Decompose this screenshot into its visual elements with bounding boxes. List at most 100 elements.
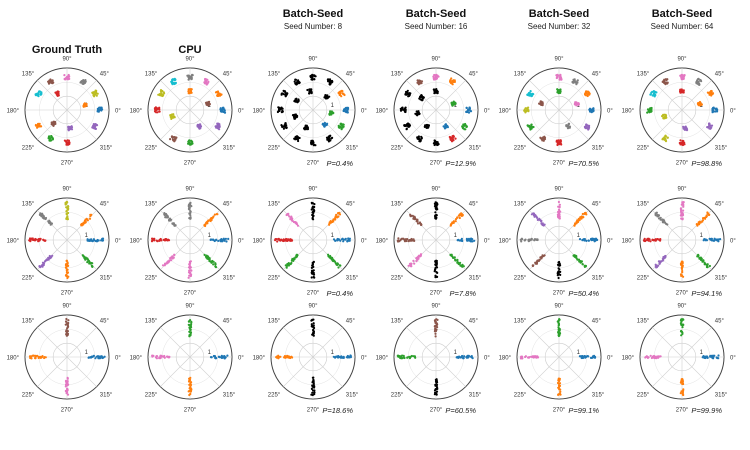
scatter-point bbox=[459, 239, 463, 242]
scatter-point bbox=[536, 218, 539, 221]
scatter-point bbox=[652, 94, 655, 97]
angle-tick-label: 315° bbox=[469, 392, 482, 398]
scatter-point bbox=[698, 83, 701, 86]
polar-spoke bbox=[189, 80, 220, 111]
scatter-point bbox=[684, 127, 687, 131]
scatter-point bbox=[171, 255, 174, 258]
polar-spoke bbox=[558, 327, 589, 358]
scatter-point bbox=[679, 91, 682, 94]
scatter-point bbox=[173, 223, 176, 226]
angle-tick-label: 45° bbox=[100, 319, 110, 325]
scatter-point bbox=[331, 256, 334, 259]
scatter-point bbox=[702, 355, 705, 358]
scatter-point bbox=[405, 239, 408, 243]
scatter-point bbox=[170, 135, 174, 138]
scatter-point bbox=[66, 324, 69, 327]
angle-tick-label: 225° bbox=[391, 275, 404, 281]
scatter-point bbox=[558, 388, 561, 391]
scatter-point bbox=[680, 267, 684, 271]
scatter-point bbox=[473, 239, 476, 242]
column-title-batch-seed-32: Batch-Seed bbox=[528, 8, 590, 20]
polar-spoke bbox=[66, 327, 97, 358]
scatter-point bbox=[664, 114, 668, 117]
scatter-point bbox=[44, 216, 48, 220]
scatter-point bbox=[52, 121, 55, 124]
scatter-point bbox=[40, 264, 43, 268]
scatter-point bbox=[660, 260, 663, 263]
angle-tick-label: 225° bbox=[268, 275, 281, 281]
scatter-point bbox=[654, 356, 657, 359]
angle-tick-label: 315° bbox=[715, 392, 728, 398]
polar-spoke bbox=[283, 327, 314, 358]
scatter-point bbox=[160, 239, 163, 242]
scatter-point bbox=[67, 139, 70, 142]
scatter-point bbox=[434, 206, 437, 209]
scatter-point bbox=[666, 223, 669, 226]
scatter-point bbox=[530, 123, 533, 126]
scatter-point bbox=[66, 376, 69, 379]
scatter-point bbox=[70, 128, 74, 131]
scatter-point bbox=[95, 240, 98, 243]
scatter-point bbox=[659, 216, 662, 219]
scatter-point bbox=[66, 391, 69, 394]
scatter-point bbox=[559, 393, 562, 396]
scatter-point bbox=[34, 123, 38, 127]
scatter-point bbox=[189, 77, 192, 80]
scatter-point bbox=[458, 213, 461, 216]
scatter-point bbox=[448, 135, 451, 139]
scatter-point bbox=[327, 80, 330, 83]
scatter-point bbox=[557, 141, 561, 144]
scatter-point bbox=[412, 355, 415, 358]
polar-spoke bbox=[652, 109, 683, 140]
angle-tick-label: 90° bbox=[308, 187, 318, 193]
scatter-point bbox=[463, 355, 466, 358]
scatter-point bbox=[650, 356, 654, 360]
scatter-point bbox=[434, 329, 437, 332]
scatter-point bbox=[679, 330, 683, 333]
scatter-point bbox=[85, 217, 88, 220]
scatter-point bbox=[95, 355, 98, 358]
scatter-point bbox=[587, 355, 590, 358]
scatter-point bbox=[583, 355, 586, 358]
scatter-point bbox=[454, 259, 457, 262]
scatter-point bbox=[328, 256, 331, 259]
scatter-point bbox=[326, 138, 329, 141]
angle-tick-label: 90° bbox=[677, 187, 687, 193]
scatter-point bbox=[223, 108, 226, 111]
scatter-point bbox=[646, 111, 649, 114]
scatter-point bbox=[435, 378, 438, 381]
angle-tick-label: 135° bbox=[268, 72, 281, 78]
scatter-point bbox=[417, 136, 420, 139]
scatter-point bbox=[92, 123, 95, 126]
scatter-point bbox=[311, 139, 314, 142]
scatter-point bbox=[419, 140, 422, 143]
scatter-point bbox=[541, 254, 544, 257]
scatter-point bbox=[698, 100, 702, 104]
scatter-point bbox=[579, 355, 582, 358]
scatter-point bbox=[559, 270, 562, 273]
scatter-point bbox=[63, 74, 66, 77]
radial-tick-label: 1 bbox=[208, 103, 212, 109]
polar-spoke bbox=[160, 327, 191, 358]
angle-tick-label: 180° bbox=[499, 109, 512, 115]
scatter-point bbox=[665, 79, 668, 82]
scatter-point bbox=[682, 205, 685, 208]
scatter-point bbox=[346, 111, 349, 114]
scatter-point bbox=[216, 213, 219, 216]
scatter-point bbox=[281, 92, 284, 95]
scatter-point bbox=[555, 74, 558, 77]
scatter-point bbox=[524, 109, 527, 112]
radial-tick-label: 1 bbox=[577, 350, 581, 356]
angle-tick-label: 45° bbox=[100, 202, 110, 208]
radial-tick-label: 1 bbox=[85, 233, 89, 239]
scatter-point bbox=[41, 214, 44, 217]
angle-tick-label: 180° bbox=[253, 356, 266, 362]
scatter-point bbox=[656, 238, 659, 241]
polar-spoke bbox=[681, 80, 712, 111]
angle-tick-label: 90° bbox=[62, 304, 72, 310]
angle-tick-label: 45° bbox=[223, 319, 233, 325]
scatter-point bbox=[417, 257, 420, 260]
scatter-point bbox=[51, 79, 54, 82]
angle-tick-label: 225° bbox=[514, 392, 527, 398]
scatter-point bbox=[435, 266, 439, 269]
